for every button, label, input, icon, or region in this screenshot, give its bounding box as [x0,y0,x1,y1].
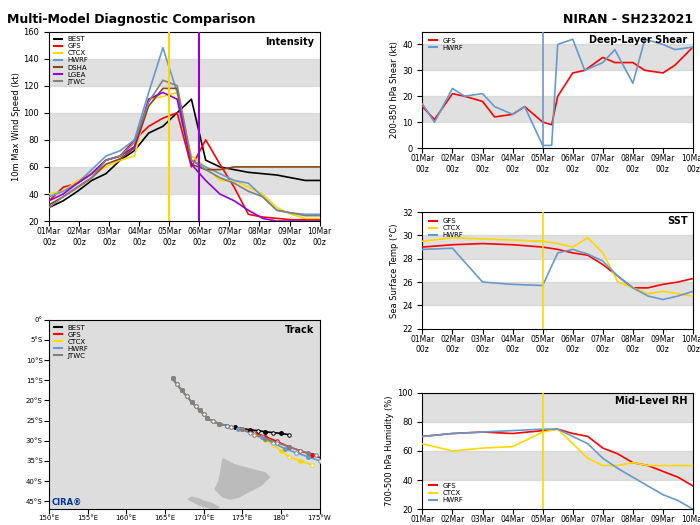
Y-axis label: 700-500 hPa Humidity (%): 700-500 hPa Humidity (%) [385,396,394,506]
Y-axis label: Sea Surface Temp (°C): Sea Surface Temp (°C) [391,223,399,318]
Polygon shape [215,459,270,499]
Bar [49,59,320,86]
Text: Intensity: Intensity [265,37,314,47]
Bar [422,451,693,480]
Bar [422,235,693,259]
Y-axis label: 200-850 hPa Shear (kt): 200-850 hPa Shear (kt) [391,41,399,138]
Legend: GFS, HWRF: GFS, HWRF [426,35,466,54]
Bar [422,282,693,306]
Bar [422,393,693,422]
Bar [49,167,320,194]
Text: Track: Track [285,326,314,335]
Bar [422,96,693,122]
Text: SST: SST [667,216,687,226]
Legend: BEST, GFS, CTCX, HWRF, JTWC: BEST, GFS, CTCX, HWRF, JTWC [52,323,90,360]
Text: Multi-Model Diagnostic Comparison: Multi-Model Diagnostic Comparison [7,13,256,26]
Text: Deep-Layer Shear: Deep-Layer Shear [589,35,687,45]
Bar [49,113,320,140]
Y-axis label: 10m Max Wind Speed (kt): 10m Max Wind Speed (kt) [12,72,20,181]
Text: NIRAN - SH232021: NIRAN - SH232021 [563,13,693,26]
Bar [422,45,693,70]
Polygon shape [188,497,219,509]
Text: CIRA®: CIRA® [52,498,82,507]
Legend: GFS, CTCX, HWRF: GFS, CTCX, HWRF [426,480,466,506]
Text: Mid-Level RH: Mid-Level RH [615,396,687,406]
Legend: GFS, CTCX, HWRF: GFS, CTCX, HWRF [426,216,466,241]
Legend: BEST, GFS, CTCX, HWRF, DSHA, LGEA, JTWC: BEST, GFS, CTCX, HWRF, DSHA, LGEA, JTWC [52,35,90,86]
